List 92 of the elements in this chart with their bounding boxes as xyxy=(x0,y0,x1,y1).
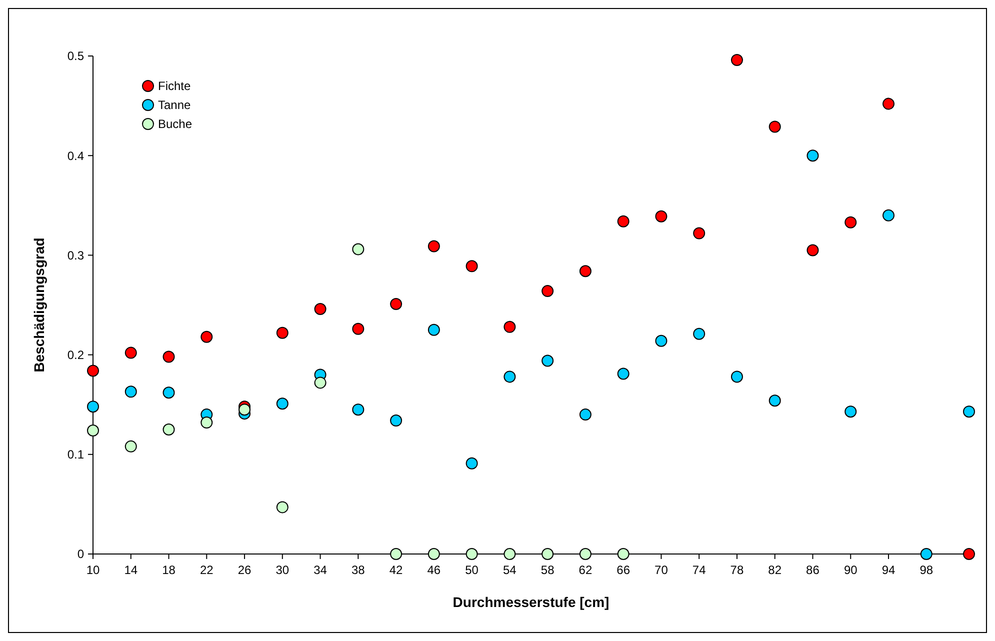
point xyxy=(390,548,402,560)
x-tick-label: 66 xyxy=(616,563,630,577)
point xyxy=(87,424,99,436)
point xyxy=(87,364,99,377)
point xyxy=(579,548,592,560)
point xyxy=(693,328,706,340)
point xyxy=(844,216,857,228)
point xyxy=(162,424,175,436)
point xyxy=(124,346,137,359)
point xyxy=(162,386,175,399)
point xyxy=(730,370,743,383)
point xyxy=(542,548,554,560)
x-tick-label: 50 xyxy=(465,563,479,577)
point xyxy=(428,548,440,560)
x-tick-label: 58 xyxy=(540,563,555,577)
x-tick-label: 10 xyxy=(86,563,100,577)
x-tick-label: 46 xyxy=(427,563,441,577)
x-tick-label: 18 xyxy=(162,563,176,577)
point xyxy=(579,265,592,278)
point xyxy=(617,368,630,380)
point xyxy=(920,548,932,560)
point xyxy=(124,386,137,398)
x-tick-label: 54 xyxy=(503,563,517,577)
x-tick-label: 86 xyxy=(806,563,820,577)
point xyxy=(276,398,288,410)
point xyxy=(617,548,630,560)
legend-label: Fichte xyxy=(158,79,192,94)
point xyxy=(428,240,440,252)
y-tick-label: 0.3 xyxy=(67,248,84,262)
x-tick-label: 26 xyxy=(238,563,252,577)
point xyxy=(617,215,630,228)
point xyxy=(466,548,478,560)
x-tick-label: 30 xyxy=(276,563,290,577)
point xyxy=(200,416,213,429)
y-axis-title: Beschädigungsgrad xyxy=(31,238,47,372)
point xyxy=(768,394,781,407)
x-tick-label: 90 xyxy=(844,563,858,577)
point xyxy=(390,298,402,310)
y-tick-label: 0.4 xyxy=(67,148,84,163)
point xyxy=(806,150,819,162)
point xyxy=(693,227,706,240)
point xyxy=(730,54,743,66)
point xyxy=(238,404,251,416)
point xyxy=(504,370,516,383)
point xyxy=(124,440,137,452)
point xyxy=(963,406,975,418)
point xyxy=(844,406,857,418)
point xyxy=(963,548,975,560)
x-tick-label: 38 xyxy=(351,563,366,577)
point xyxy=(200,330,213,343)
point xyxy=(352,243,364,256)
x-tick-label: 22 xyxy=(200,563,214,577)
legend-label: Tanne xyxy=(158,98,192,112)
y-tick-label: 0.1 xyxy=(67,448,84,462)
y-tick-label: 0.2 xyxy=(67,348,84,362)
x-tick-label: 78 xyxy=(730,563,744,577)
x-tick-label: 82 xyxy=(768,563,782,577)
point xyxy=(314,302,326,315)
point xyxy=(276,326,288,339)
point xyxy=(162,350,175,363)
point xyxy=(314,376,326,389)
point xyxy=(276,501,288,514)
point xyxy=(466,260,478,272)
x-tick-label: 70 xyxy=(654,563,668,577)
point xyxy=(882,209,895,222)
point xyxy=(87,400,99,413)
point xyxy=(390,414,402,427)
x-tick-label: 94 xyxy=(882,563,896,577)
point xyxy=(428,324,440,336)
point xyxy=(504,320,516,333)
legend-label: Buche xyxy=(158,117,192,132)
point xyxy=(466,457,478,470)
x-tick-label: 98 xyxy=(920,563,934,577)
point xyxy=(806,244,819,256)
point xyxy=(504,548,516,560)
point xyxy=(579,408,592,421)
y-tick-label: 0 xyxy=(77,547,84,562)
point xyxy=(542,285,554,298)
point xyxy=(882,98,895,110)
x-tick-label: 42 xyxy=(389,563,404,577)
point xyxy=(655,210,668,222)
point xyxy=(768,120,781,133)
x-tick-label: 62 xyxy=(578,563,592,577)
x-tick-label: 74 xyxy=(692,563,706,577)
point xyxy=(352,404,364,416)
x-tick-label: 34 xyxy=(314,563,328,577)
x-axis-title: Durchmesserstufe [cm] xyxy=(452,594,610,610)
y-tick-label: 0.5 xyxy=(67,49,84,64)
point xyxy=(655,334,668,347)
point xyxy=(352,322,364,335)
x-tick-label: 14 xyxy=(124,563,138,577)
point xyxy=(542,354,554,367)
